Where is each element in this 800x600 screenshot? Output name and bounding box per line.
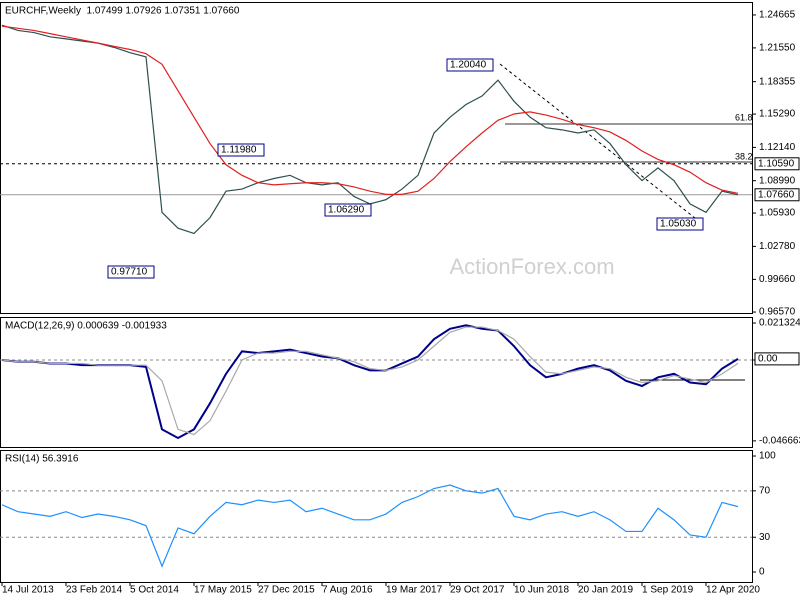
marker-box [754, 157, 800, 171]
y-tick-label: 0.99660 [759, 274, 796, 285]
fib-trend-line [499, 63, 701, 223]
y-tick-label: 1.02780 [759, 241, 796, 252]
x-tick-label: 19 Mar 2017 [386, 585, 443, 596]
x-tick-label: 12 Apr 2020 [706, 585, 760, 596]
y-tick-label: 1.21550 [759, 43, 796, 54]
x-tick-label: 5 Oct 2014 [130, 585, 179, 596]
panel-frame [0, 450, 753, 583]
annotation-label: 1.11980 [221, 145, 257, 156]
x-tick-label: 14 Jul 2013 [2, 585, 54, 596]
x-tick-label: 20 Jan 2019 [578, 585, 633, 596]
marker-label: 1.07660 [758, 189, 795, 200]
y-tick-label: 1.05930 [759, 208, 796, 219]
panel-title: MACD(12,26,9) 0.000639 -0.001933 [5, 321, 167, 332]
y-tick-label: -0.046663 [759, 436, 800, 447]
annotation-box [446, 58, 494, 72]
x-tick-label: 1 Sep 2019 [642, 585, 694, 596]
panel-title: EURCHF,Weekly 1.07499 1.07926 1.07351 1.… [5, 6, 240, 17]
annotation-label: 0.97710 [111, 267, 148, 278]
watermark: ActionForex.com [449, 254, 614, 279]
series-line [1, 484, 739, 568]
x-tick-label: 27 Dec 2015 [258, 585, 315, 596]
annotation-box [107, 265, 155, 279]
fib-label: 38.2 [735, 151, 753, 161]
y-tick-label: 70 [759, 485, 771, 496]
y-tick-label: 1.08990 [759, 175, 796, 186]
x-tick-label: 23 Feb 2014 [66, 585, 123, 596]
x-tick-label: 10 Jun 2018 [514, 585, 569, 596]
annotation-box [324, 203, 372, 217]
fib-label: 61.8 [735, 112, 753, 122]
y-tick-label: 1.15290 [759, 109, 796, 120]
panel-frame [0, 317, 753, 448]
marker-box [754, 352, 800, 366]
annotation-label: 1.05030 [660, 219, 697, 230]
y-tick-label: 1.12140 [759, 142, 796, 153]
series-line [1, 25, 739, 195]
x-tick-label: 29 Oct 2017 [450, 585, 505, 596]
y-tick-label: 1.24665 [759, 10, 796, 21]
annotation-box [656, 217, 704, 231]
annotation-label: 1.06290 [328, 205, 365, 216]
x-tick-label: 7 Aug 2016 [322, 585, 373, 596]
annotation-label: 1.20040 [450, 60, 487, 71]
panel-frame [0, 2, 753, 314]
series-line [1, 326, 739, 436]
y-tick-label: 100 [759, 451, 776, 462]
marker-label: 1.10590 [758, 158, 795, 169]
y-tick-label: 0 [759, 567, 765, 578]
panel-title: RSI(14) 56.3916 [5, 454, 79, 465]
marker-label: 0.00 [758, 354, 778, 365]
y-tick-label: 30 [759, 532, 771, 543]
annotation-box [217, 143, 265, 157]
marker-box [754, 188, 800, 202]
y-tick-label: 0.021324 [759, 318, 800, 329]
y-tick-label: 1.18355 [759, 76, 796, 87]
y-tick-label: 0.96570 [759, 307, 796, 318]
x-tick-label: 17 May 2015 [194, 585, 252, 596]
